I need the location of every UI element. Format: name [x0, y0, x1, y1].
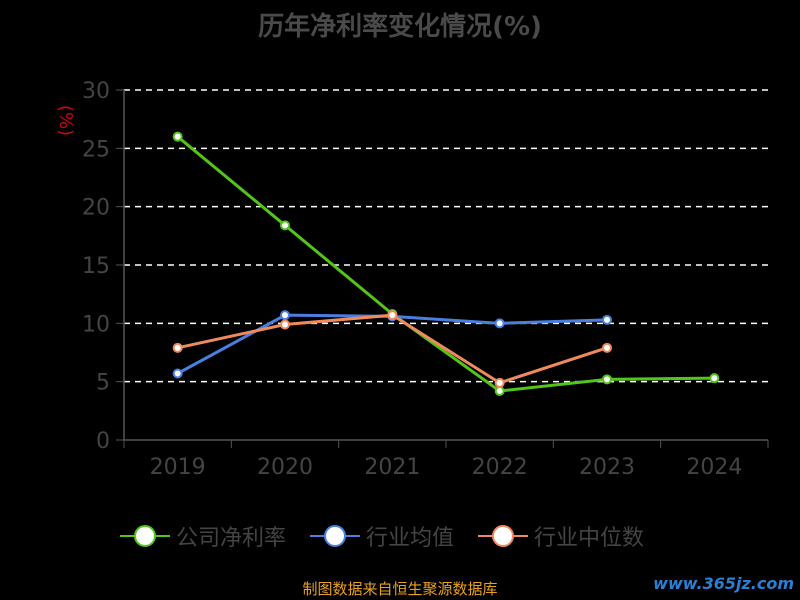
- data-point-s0-2022: [494, 386, 505, 396]
- legend-swatch-industry-mean: [310, 525, 361, 547]
- data-point-s1-2022: [494, 318, 505, 329]
- y-tick-label-0: 0: [96, 429, 110, 454]
- data-source-note: 制图数据来自恒生聚源数据库: [302, 580, 498, 598]
- watermark: www.365jz.com: [653, 574, 794, 593]
- legend: 公司净利率 行业均值 行业中位数: [120, 520, 668, 552]
- x-tick-label-2019: 2019: [150, 455, 206, 480]
- data-point-s0-2019: [172, 131, 183, 142]
- data-point-s1-2019: [172, 368, 183, 379]
- y-tick-label-5: 5: [96, 371, 110, 396]
- y-tick-label-20: 20: [82, 196, 110, 221]
- series-line-0: [176, 135, 715, 393]
- x-tick-label-2021: 2021: [364, 455, 420, 480]
- series-line-2: [177, 313, 608, 385]
- x-tick-label-2022: 2022: [472, 455, 528, 480]
- y-tick-label-25: 25: [82, 137, 110, 162]
- data-point-s0-2024: [709, 373, 720, 384]
- legend-swatch-industry-median: [478, 525, 529, 547]
- y-tick-label-15: 15: [82, 254, 110, 279]
- legend-label-industry-median: 行业中位数: [534, 526, 645, 551]
- data-point-s0-2023: [602, 374, 612, 385]
- data-point-s2-2020: [280, 319, 290, 330]
- legend-label-industry-mean: 行业均值: [366, 526, 455, 551]
- legend-swatch-company: [120, 525, 170, 547]
- legend-item-industry-median[interactable]: 行业中位数: [478, 520, 644, 552]
- legend-item-industry-mean[interactable]: 行业均值: [310, 520, 454, 552]
- chart-title: 历年净利率变化情况(%): [258, 12, 542, 42]
- y-tick-label-30: 30: [82, 79, 110, 104]
- x-tick-label-2023: 2023: [579, 455, 635, 480]
- legend-item-company[interactable]: 公司净利率: [120, 520, 286, 552]
- data-point-s0-2020: [280, 220, 290, 231]
- data-point-s1-2023: [602, 314, 612, 325]
- data-point-s2-2019: [172, 342, 183, 353]
- x-tick-label-2024: 2024: [686, 455, 742, 480]
- y-tick-label-10: 10: [82, 312, 110, 337]
- data-point-s2-2023: [602, 342, 612, 353]
- legend-label-company: 公司净利率: [176, 526, 287, 551]
- data-point-s2-2022: [494, 377, 505, 388]
- data-point-s2-2021: [387, 310, 398, 321]
- x-tick-label-2020: 2020: [257, 455, 313, 480]
- data-point-s1-2020: [280, 310, 290, 321]
